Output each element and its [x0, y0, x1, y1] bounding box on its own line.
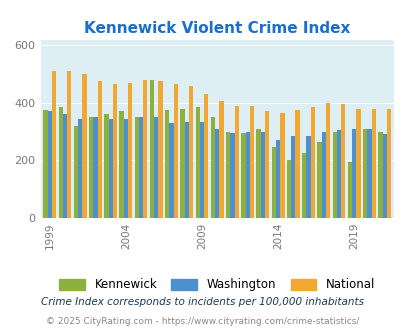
Bar: [275, 140, 279, 218]
Bar: [169, 123, 173, 218]
Bar: [286, 160, 290, 218]
Bar: [119, 112, 124, 218]
Bar: [332, 132, 336, 218]
Bar: [321, 132, 325, 218]
Bar: [78, 119, 82, 218]
Bar: [264, 112, 269, 218]
Bar: [279, 113, 284, 218]
Bar: [347, 162, 351, 218]
Bar: [377, 132, 382, 218]
Bar: [325, 103, 329, 218]
Bar: [139, 117, 143, 218]
Bar: [67, 71, 71, 218]
Bar: [306, 137, 310, 218]
Bar: [310, 107, 314, 218]
Bar: [195, 107, 199, 218]
Bar: [158, 81, 162, 218]
Bar: [219, 101, 223, 218]
Bar: [340, 104, 345, 218]
Bar: [362, 129, 367, 218]
Bar: [367, 129, 371, 218]
Bar: [188, 85, 193, 218]
Bar: [128, 83, 132, 218]
Bar: [351, 129, 356, 218]
Bar: [204, 94, 208, 218]
Bar: [386, 109, 390, 218]
Bar: [230, 133, 234, 218]
Bar: [104, 114, 108, 218]
Bar: [241, 133, 245, 218]
Bar: [290, 137, 295, 218]
Bar: [234, 106, 238, 218]
Legend: Kennewick, Washington, National: Kennewick, Washington, National: [54, 274, 379, 296]
Bar: [371, 109, 375, 218]
Bar: [173, 84, 177, 218]
Bar: [295, 110, 299, 218]
Bar: [63, 114, 67, 218]
Bar: [184, 121, 188, 218]
Bar: [356, 109, 360, 218]
Text: © 2025 CityRating.com - https://www.cityrating.com/crime-statistics/: © 2025 CityRating.com - https://www.city…: [46, 317, 359, 326]
Bar: [215, 129, 219, 218]
Bar: [47, 112, 52, 218]
Bar: [93, 117, 97, 218]
Bar: [89, 117, 93, 218]
Bar: [245, 132, 249, 218]
Bar: [143, 80, 147, 218]
Bar: [317, 142, 321, 218]
Bar: [226, 132, 230, 218]
Bar: [336, 130, 340, 218]
Bar: [74, 126, 78, 218]
Text: Crime Index corresponds to incidents per 100,000 inhabitants: Crime Index corresponds to incidents per…: [41, 297, 364, 307]
Bar: [301, 153, 306, 218]
Bar: [260, 132, 264, 218]
Bar: [108, 119, 113, 218]
Bar: [52, 71, 56, 218]
Bar: [382, 134, 386, 218]
Bar: [210, 117, 215, 218]
Bar: [154, 117, 158, 218]
Bar: [271, 148, 275, 218]
Bar: [180, 109, 184, 218]
Bar: [256, 129, 260, 218]
Bar: [124, 119, 128, 218]
Bar: [82, 74, 86, 218]
Title: Kennewick Violent Crime Index: Kennewick Violent Crime Index: [84, 21, 350, 36]
Bar: [149, 80, 154, 218]
Bar: [43, 110, 47, 218]
Bar: [165, 110, 169, 218]
Bar: [113, 84, 117, 218]
Bar: [58, 107, 63, 218]
Bar: [134, 117, 139, 218]
Bar: [199, 121, 204, 218]
Bar: [249, 106, 254, 218]
Bar: [97, 81, 102, 218]
